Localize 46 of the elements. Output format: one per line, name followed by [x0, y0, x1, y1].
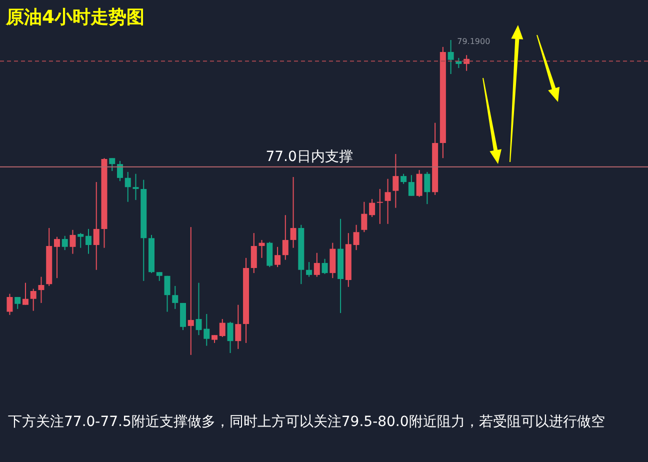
candlestick	[164, 275, 170, 312]
candlestick	[38, 276, 44, 304]
candlestick	[290, 176, 296, 248]
candlestick	[132, 173, 139, 200]
candlestick	[266, 241, 273, 268]
candlestick	[172, 285, 178, 310]
annotation: 79.1900	[457, 36, 490, 46]
candlestick	[188, 226, 194, 356]
candlestick	[54, 236, 60, 279]
candlestick	[314, 252, 320, 278]
candlestick	[219, 318, 226, 338]
candlestick	[416, 170, 422, 198]
candlestick	[30, 288, 36, 312]
candlestick	[258, 239, 265, 258]
candlestick	[70, 229, 76, 254]
candlestick	[109, 158, 116, 172]
candlestick	[322, 258, 328, 274]
candlestick	[274, 246, 281, 268]
text: 下方关注77.0-77.5附近支撑做多，同时上方可以关注79.5-80.0附近阻力，若受阻可以进行做空	[8, 413, 606, 432]
candlestick	[22, 282, 28, 306]
candlestick	[456, 57, 462, 69]
candlestick	[78, 232, 84, 248]
candlestick	[424, 171, 430, 205]
candlestick	[180, 302, 186, 331]
candlestick	[369, 198, 376, 218]
candlestick	[408, 174, 414, 196]
candlestick	[250, 232, 257, 274]
ref-line-label: 77.0日内支撑	[266, 148, 353, 165]
candlestick	[93, 182, 100, 270]
candlestick	[306, 262, 312, 278]
candlestick	[124, 171, 131, 202]
chart-title: 原油4小时走势图	[6, 6, 145, 29]
candlestick	[117, 160, 123, 182]
candlestick	[361, 201, 368, 233]
candlestick	[6, 293, 13, 316]
candlestick	[384, 178, 391, 224]
candlestick	[85, 228, 92, 254]
candlestick	[282, 214, 288, 260]
candlestick	[62, 235, 68, 251]
candlestick	[392, 154, 399, 208]
candlestick	[400, 173, 407, 184]
candlestick	[235, 304, 242, 350]
candlestick	[353, 224, 360, 251]
candlestick	[227, 321, 234, 354]
candlestick	[376, 188, 383, 224]
candlestick	[448, 39, 454, 75]
